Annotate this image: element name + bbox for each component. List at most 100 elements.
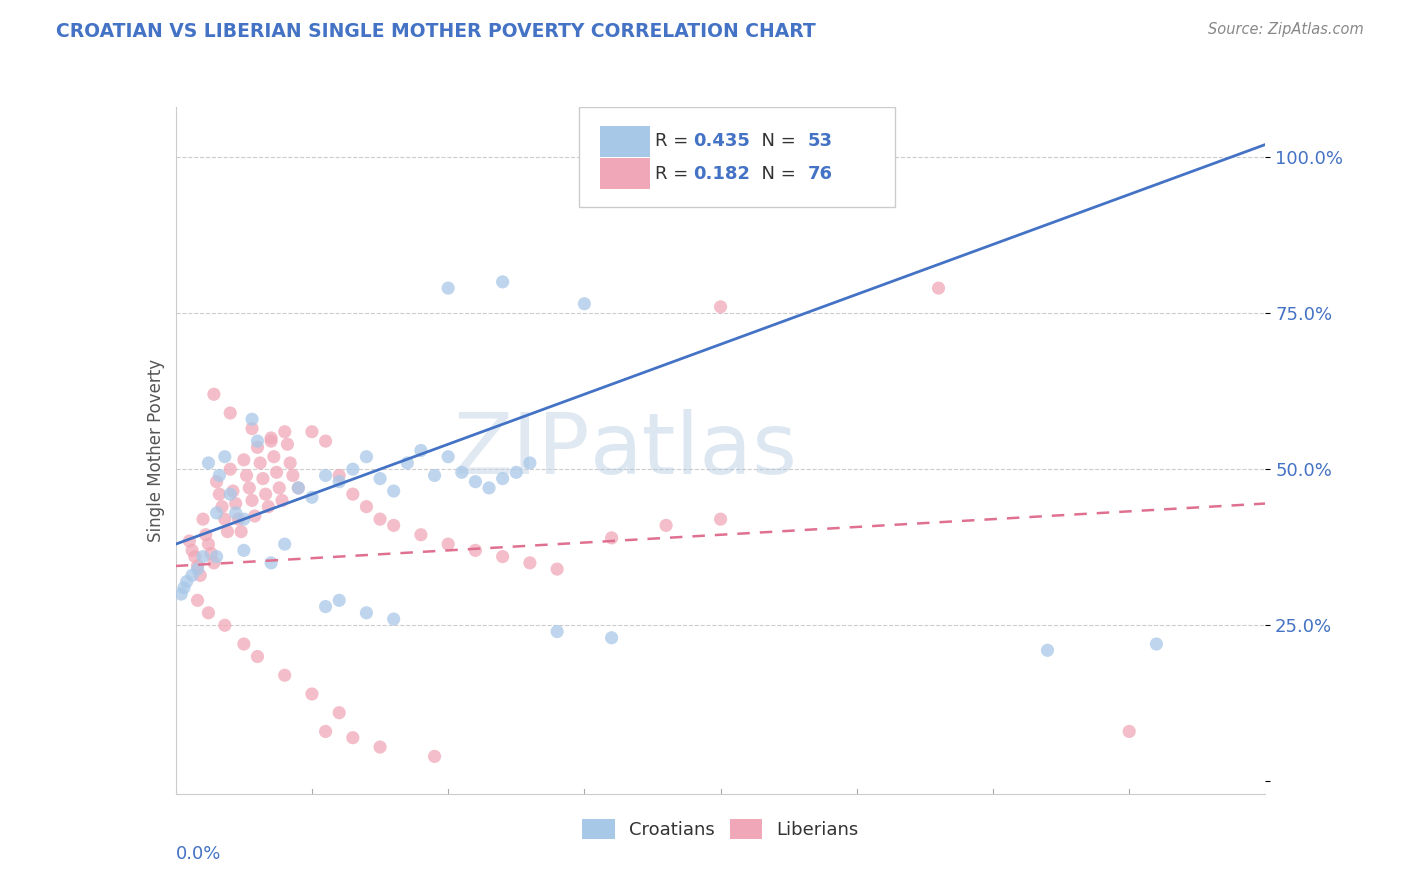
Y-axis label: Single Mother Poverty: Single Mother Poverty <box>146 359 165 542</box>
Point <box>437 281 460 295</box>
Point <box>368 471 391 485</box>
Point <box>184 549 207 564</box>
Point <box>710 512 733 526</box>
Point <box>202 556 225 570</box>
Point <box>240 422 263 436</box>
Point <box>546 624 568 639</box>
Point <box>179 533 201 548</box>
Point <box>232 512 254 526</box>
Point <box>688 178 710 193</box>
Point <box>1144 637 1167 651</box>
Point <box>382 483 405 498</box>
Point <box>478 481 501 495</box>
Point <box>437 450 460 464</box>
Point <box>263 450 285 464</box>
Point <box>328 468 350 483</box>
Point <box>276 437 298 451</box>
Point <box>315 724 337 739</box>
Point <box>176 574 198 589</box>
Point <box>205 475 228 489</box>
Point <box>492 471 515 485</box>
FancyBboxPatch shape <box>599 126 650 157</box>
Point <box>668 181 690 195</box>
Point <box>409 528 432 542</box>
Point <box>655 518 678 533</box>
Point <box>301 425 323 439</box>
Point <box>342 487 364 501</box>
Point <box>274 668 297 682</box>
Point <box>197 456 219 470</box>
Point <box>600 631 623 645</box>
Point <box>574 296 596 311</box>
Point <box>225 506 247 520</box>
Point <box>208 468 231 483</box>
Point <box>266 466 288 480</box>
Point <box>356 500 378 514</box>
Point <box>281 468 304 483</box>
Point <box>328 706 350 720</box>
Point <box>246 434 269 449</box>
Point <box>260 556 283 570</box>
Point <box>252 471 274 485</box>
Point <box>278 456 301 470</box>
Point <box>519 456 541 470</box>
FancyBboxPatch shape <box>579 107 896 207</box>
Point <box>301 491 323 505</box>
Point <box>260 434 283 449</box>
Point <box>188 568 211 582</box>
Point <box>240 412 263 426</box>
Point <box>423 468 446 483</box>
Text: 0.0%: 0.0% <box>176 846 221 863</box>
Point <box>423 749 446 764</box>
Point <box>173 581 195 595</box>
Point <box>437 537 460 551</box>
Point <box>191 512 214 526</box>
Point <box>208 487 231 501</box>
Text: CROATIAN VS LIBERIAN SINGLE MOTHER POVERTY CORRELATION CHART: CROATIAN VS LIBERIAN SINGLE MOTHER POVER… <box>56 22 815 41</box>
Point <box>450 466 472 480</box>
Point <box>197 606 219 620</box>
Point <box>315 434 337 449</box>
Point <box>214 512 236 526</box>
Point <box>315 468 337 483</box>
Point <box>505 466 527 480</box>
Point <box>269 481 291 495</box>
Point <box>287 481 309 495</box>
Text: 53: 53 <box>808 132 832 151</box>
Point <box>219 406 242 420</box>
Point <box>1118 724 1140 739</box>
Point <box>232 637 254 651</box>
Point <box>211 500 233 514</box>
Point <box>219 487 242 501</box>
Text: 0.182: 0.182 <box>693 165 751 183</box>
Point <box>254 487 277 501</box>
Point <box>232 543 254 558</box>
Point <box>271 493 294 508</box>
Point <box>246 649 269 664</box>
Point <box>225 496 247 510</box>
Point <box>222 483 245 498</box>
Point <box>186 593 209 607</box>
Point <box>342 462 364 476</box>
Point <box>197 537 219 551</box>
Point <box>257 500 280 514</box>
Point <box>328 593 350 607</box>
Point <box>181 568 204 582</box>
Point <box>1036 643 1059 657</box>
Point <box>231 524 253 539</box>
FancyBboxPatch shape <box>599 158 650 189</box>
Point <box>249 456 271 470</box>
Text: atlas: atlas <box>591 409 797 492</box>
Point <box>235 468 257 483</box>
Point <box>492 549 515 564</box>
Point <box>205 549 228 564</box>
Point <box>238 481 260 495</box>
Point <box>382 518 405 533</box>
Point <box>274 537 297 551</box>
Point <box>240 493 263 508</box>
Point <box>710 300 733 314</box>
Point <box>710 178 733 193</box>
Point <box>186 562 209 576</box>
Text: R =: R = <box>655 132 695 151</box>
Point <box>287 481 309 495</box>
